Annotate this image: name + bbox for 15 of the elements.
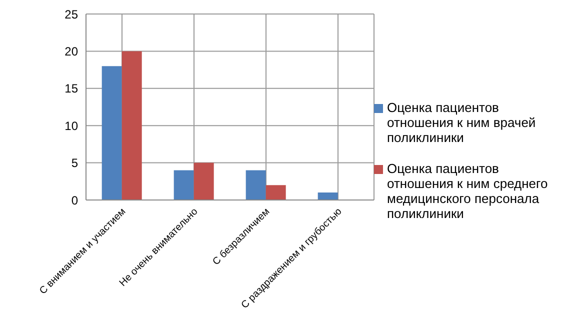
bar [194,162,214,200]
bar [266,185,286,200]
legend-label: Оценка пациентов отношения к ним среднего медицинского персонала поликлиники [387,160,549,220]
y-tick-label: 0 [71,193,78,208]
bar [122,51,142,200]
y-tick-label: 15 [64,82,78,96]
bar [318,192,338,200]
bar [174,170,194,200]
bar [102,66,122,200]
y-tick-label: 10 [64,118,78,133]
bar [246,170,266,200]
y-tick-label: 5 [71,156,78,170]
y-tick-label: 25 [64,7,78,22]
legend-label: Оценка пациентов отношения к ним врачей поликлиники [387,100,537,144]
y-tick-label: 20 [64,44,78,58]
